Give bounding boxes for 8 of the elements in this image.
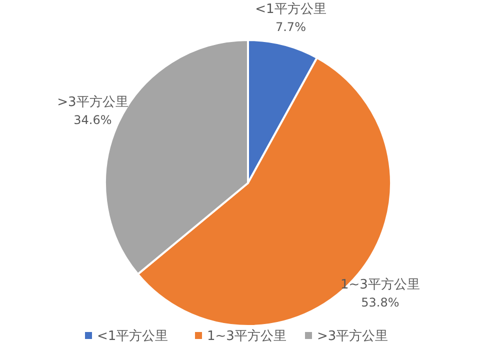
data-label: 53.8% (361, 295, 400, 310)
legend-label: 1~3平方公里 (207, 328, 286, 344)
slice-label: >3平方公里 (57, 94, 128, 110)
data-label: 7.7% (275, 20, 306, 34)
legend-label: <1平方公里 (97, 328, 168, 344)
slice-label: <1平方公里 (255, 0, 326, 17)
data-label: 34.6% (74, 112, 112, 127)
legend-label: >3平方公里 (317, 328, 388, 344)
